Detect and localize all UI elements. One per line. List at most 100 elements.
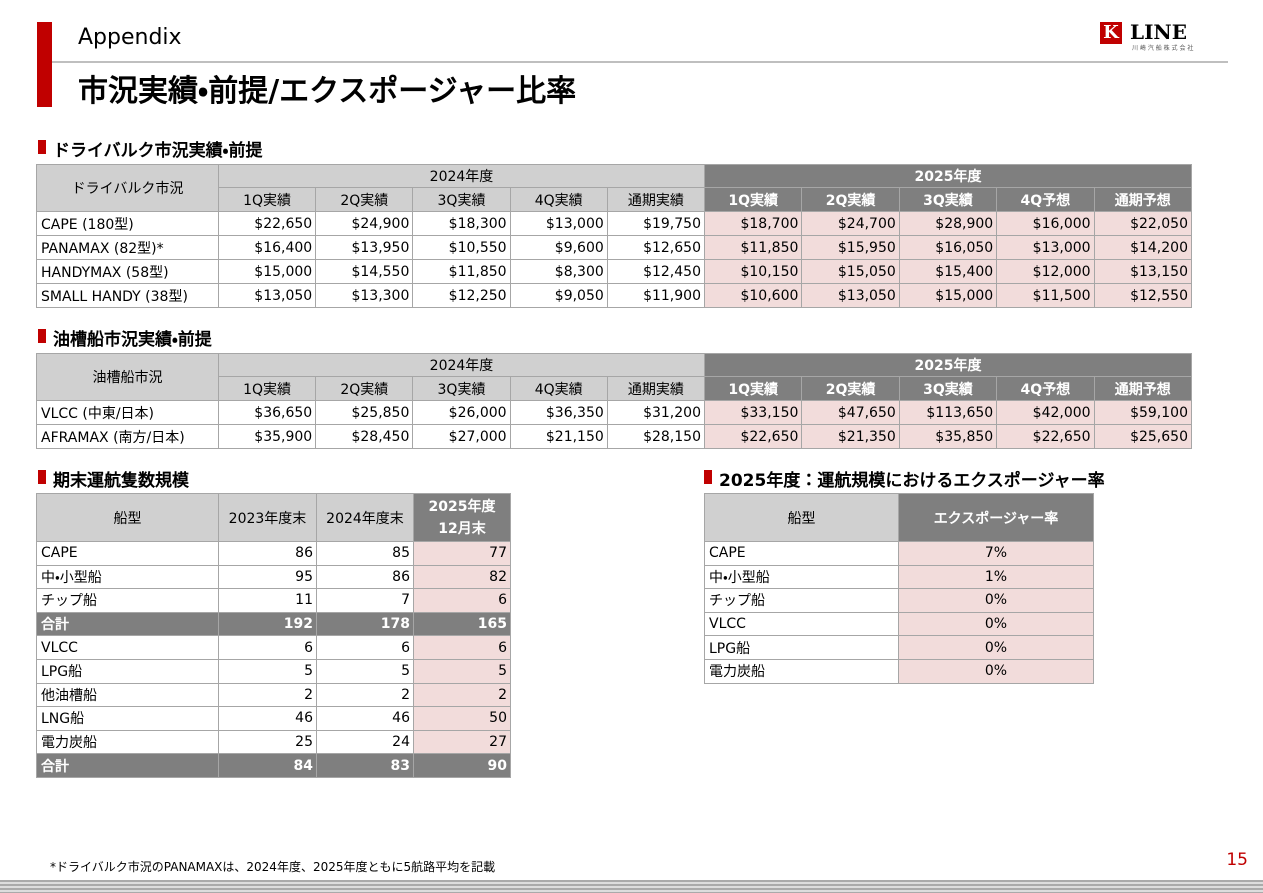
row-label: 中・小型船 <box>704 564 899 590</box>
column-header: 4Q実績 <box>509 376 608 401</box>
row-label: VLCC (中東/日本) <box>36 400 219 425</box>
table-cell: 86 <box>316 564 414 590</box>
table-cell: $12,250 <box>412 283 511 308</box>
section-heading: 油槽船市況実績・前提 <box>53 330 212 350</box>
table-cell: $9,600 <box>509 235 608 260</box>
row-label: LPG船 <box>36 659 219 684</box>
footnote: *ドライバルク市況のPANAMAXは、2024年度、2025年度ともに5航路平均… <box>50 860 496 874</box>
table-cell: $21,350 <box>801 424 900 449</box>
table-cell: 27 <box>413 729 511 755</box>
logo-name: LINE <box>1130 20 1187 44</box>
row-label: VLCC <box>704 611 899 637</box>
row-label: チップ船 <box>36 588 219 613</box>
bottom-stripe <box>0 880 1263 893</box>
year-header: 2025年度 <box>704 164 1192 188</box>
table-cell: 5 <box>413 659 511 684</box>
table-cell: $42,000 <box>996 400 1095 425</box>
table-cell: $11,900 <box>606 283 705 308</box>
table-cell: 6 <box>413 588 511 613</box>
table-cell: 0% <box>898 659 1094 684</box>
table-cell: 46 <box>316 706 414 731</box>
corner-header: 油槽船市況 <box>36 353 219 401</box>
table-cell: 24 <box>316 729 414 755</box>
heading-marker <box>38 329 46 343</box>
total-cell: 178 <box>316 611 414 637</box>
column-header: 2Q実績 <box>801 376 900 401</box>
row-label: CAPE <box>36 541 219 566</box>
column-header: 3Q実績 <box>898 376 998 401</box>
table-cell: $11,500 <box>996 283 1095 308</box>
table-cell: $25,850 <box>315 400 414 425</box>
column-header: 2Q実績 <box>315 187 414 212</box>
year-header: 2024年度 <box>218 353 705 377</box>
table-cell: 86 <box>218 541 317 566</box>
table-cell: 7 <box>316 588 414 613</box>
column-header: 1Q実績 <box>704 187 803 212</box>
table-cell: $10,150 <box>704 259 803 284</box>
total-cell: 合計 <box>36 753 219 778</box>
table-cell: $12,650 <box>606 235 705 260</box>
column-header: 3Q実績 <box>898 187 998 212</box>
total-cell: 90 <box>413 753 511 778</box>
heading-marker <box>38 470 46 484</box>
row-label: LPG船 <box>704 635 899 660</box>
table-cell: 77 <box>413 541 511 566</box>
total-cell: 165 <box>413 611 511 637</box>
row-label: HANDYMAX (58型) <box>36 259 219 284</box>
table-cell: $113,650 <box>898 400 998 425</box>
red-bar <box>37 22 52 107</box>
header-rule <box>52 61 1228 63</box>
row-label: VLCC <box>36 635 219 660</box>
table-cell: 6 <box>413 635 511 660</box>
table-cell: $15,400 <box>898 259 998 284</box>
section-heading: 期末運航隻数規模 <box>53 471 189 491</box>
column-header: 船型 <box>704 493 899 542</box>
column-header: エクスポージャー率 <box>898 493 1094 542</box>
header-line: 12月末 <box>438 520 486 537</box>
table-cell: $9,050 <box>509 283 608 308</box>
table-cell: $35,850 <box>898 424 998 449</box>
table-cell: 2 <box>413 682 511 708</box>
table-cell: $27,000 <box>412 424 511 449</box>
table-cell: $36,650 <box>218 400 317 425</box>
table-cell: 6 <box>218 635 317 660</box>
column-header: 4Q実績 <box>509 187 608 212</box>
table-cell: $12,450 <box>606 259 705 284</box>
table-cell: $8,300 <box>509 259 608 284</box>
table-cell: $10,550 <box>412 235 511 260</box>
row-label: AFRAMAX (南方/日本) <box>36 424 219 449</box>
table-cell: $18,700 <box>704 211 803 236</box>
table-cell: $21,150 <box>509 424 608 449</box>
row-label: SMALL HANDY (38型) <box>36 283 219 308</box>
table-cell: $35,900 <box>218 424 317 449</box>
column-header: 2025年度 12月末 <box>413 493 511 542</box>
row-label: 電力炭船 <box>704 659 899 684</box>
column-header: 2Q実績 <box>315 376 414 401</box>
table-cell: $16,000 <box>996 211 1095 236</box>
table-cell: 25 <box>218 729 317 755</box>
table-cell: 7% <box>898 541 1094 566</box>
column-header: 1Q実績 <box>704 376 803 401</box>
logo: K LINE 川 崎 汽 船 株 式 会 社 <box>1100 20 1228 52</box>
column-header: 2023年度末 <box>218 493 317 542</box>
table-cell: $28,450 <box>315 424 414 449</box>
table-cell: $11,850 <box>704 235 803 260</box>
column-header: 4Q予想 <box>996 187 1095 212</box>
table-cell: $16,050 <box>898 235 998 260</box>
table-cell: 95 <box>218 564 317 590</box>
table-cell: $28,900 <box>898 211 998 236</box>
table-cell: $13,300 <box>315 283 414 308</box>
table-cell: 46 <box>218 706 317 731</box>
section-label: Appendix <box>78 25 182 50</box>
table-cell: 0% <box>898 635 1094 660</box>
table-cell: $10,600 <box>704 283 803 308</box>
table-cell: 2 <box>316 682 414 708</box>
row-label: 電力炭船 <box>36 729 219 755</box>
table-cell: $12,000 <box>996 259 1095 284</box>
table-cell: 0% <box>898 611 1094 637</box>
year-header: 2025年度 <box>704 353 1192 377</box>
table-cell: $25,650 <box>1093 424 1192 449</box>
column-header: 1Q実績 <box>218 376 317 401</box>
table-cell: $12,550 <box>1093 283 1192 308</box>
